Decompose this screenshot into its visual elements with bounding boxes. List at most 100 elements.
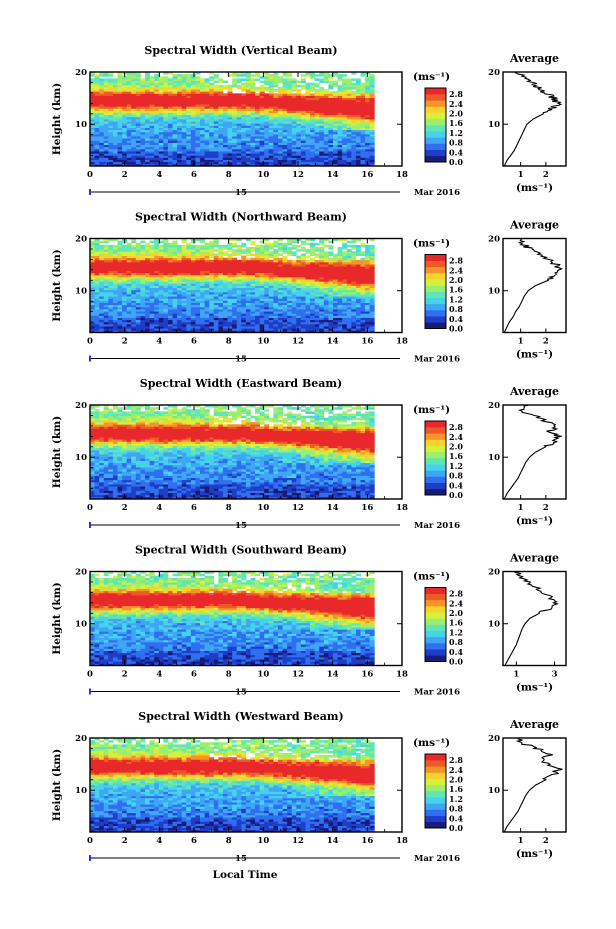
heatmap-cell xyxy=(328,110,334,113)
heatmap-cell xyxy=(310,328,316,331)
heatmap-cell xyxy=(190,319,196,323)
heatmap-cell xyxy=(103,148,109,152)
heatmap-cell xyxy=(145,294,150,297)
heatmap-cell xyxy=(342,93,348,96)
heatmap-cell xyxy=(154,257,160,261)
heatmap-cell xyxy=(94,253,100,256)
heatmap-cell xyxy=(103,119,109,122)
heatmap-cell xyxy=(149,302,155,306)
heatmap-cell xyxy=(200,244,206,248)
heatmap-cell xyxy=(140,289,146,293)
heatmap-cell xyxy=(355,123,361,126)
heatmap-cell xyxy=(209,262,215,265)
heatmap-cell xyxy=(108,95,114,99)
heatmap-cell xyxy=(333,311,338,314)
heatmap-cell xyxy=(333,264,338,267)
heatmap-cell xyxy=(90,249,95,252)
heatmap-cell xyxy=(360,129,366,133)
heatmap-cell xyxy=(213,131,219,135)
heatmap-cell xyxy=(117,317,123,321)
heatmap-cell xyxy=(135,86,141,90)
heatmap-cell xyxy=(204,306,210,310)
heatmap-cell xyxy=(108,155,114,158)
heatmap-cell xyxy=(268,97,274,101)
heatmap-cell xyxy=(204,159,210,163)
heatmap-cell xyxy=(213,157,219,160)
heatmap-cell xyxy=(200,121,206,124)
heatmap-cell xyxy=(245,86,251,90)
heatmap-cell xyxy=(351,157,357,160)
heatmap-cell xyxy=(351,72,357,75)
heatmap-cell xyxy=(122,255,128,259)
heatmap-cell xyxy=(222,319,228,323)
heatmap-cell xyxy=(268,251,274,254)
heatmap-cell xyxy=(259,328,265,331)
heatmap-cell xyxy=(300,133,306,137)
heatmap-cell xyxy=(195,304,201,308)
heatmap-cell xyxy=(103,300,109,303)
heatmap-cell xyxy=(218,247,224,250)
heatmap-cell xyxy=(296,93,302,96)
heatmap-cell xyxy=(342,133,348,137)
heatmap-cell xyxy=(232,298,238,301)
heatmap-cell xyxy=(154,127,160,131)
heatmap-cell xyxy=(103,294,109,297)
heatmap-cell xyxy=(342,89,348,92)
heatmap-cell xyxy=(305,86,311,90)
heatmap-cell xyxy=(122,93,128,96)
heatmap-cell xyxy=(323,108,329,111)
heatmap-cell xyxy=(351,146,357,150)
heatmap-cell xyxy=(103,266,109,269)
heatmap-cell xyxy=(277,93,283,96)
heatmap-cell xyxy=(163,302,169,306)
heatmap-cell xyxy=(310,302,316,306)
heatmap-cell xyxy=(355,155,361,158)
heatmap-cell xyxy=(259,97,265,101)
heatmap-cell xyxy=(181,272,187,276)
heatmap-cell xyxy=(255,296,261,299)
heatmap-cell xyxy=(218,127,224,131)
heatmap-cell xyxy=(314,95,320,99)
heatmap-cell xyxy=(255,311,261,314)
heatmap-cell xyxy=(135,323,141,327)
heatmap-cell xyxy=(90,161,95,165)
heatmap-cell xyxy=(140,129,146,133)
heatmap-cell xyxy=(346,159,352,163)
heatmap-cell xyxy=(236,106,242,109)
heatmap-cell xyxy=(310,72,316,75)
heatmap-cell xyxy=(131,86,137,90)
heatmap-cell xyxy=(90,129,95,133)
heatmap-cell xyxy=(264,309,270,312)
heatmap-cell xyxy=(236,123,242,126)
heatmap-cell xyxy=(282,99,288,103)
heatmap-cell xyxy=(245,264,251,267)
heatmap-cell xyxy=(117,148,123,152)
heatmap-cell xyxy=(99,287,105,291)
heatmap-cell xyxy=(131,296,137,299)
heatmap-cell xyxy=(314,330,320,333)
heatmap-cell xyxy=(333,133,338,137)
heatmap-cell xyxy=(222,93,228,96)
heatmap-cell xyxy=(264,311,270,314)
heatmap-cell xyxy=(365,106,371,109)
heatmap-cell xyxy=(296,304,302,308)
heatmap-cell xyxy=(186,289,192,293)
heatmap-cell xyxy=(328,266,334,269)
heatmap-cell xyxy=(90,285,95,289)
heatmap-cell xyxy=(291,317,297,321)
heatmap-cell xyxy=(232,306,238,310)
heatmap-cell xyxy=(181,285,187,289)
heatmap-cell xyxy=(314,146,320,150)
heatmap-cell xyxy=(140,313,146,316)
heatmap-cell xyxy=(277,313,283,316)
heatmap-cell xyxy=(328,311,334,314)
heatmap-cell xyxy=(319,157,325,160)
heatmap-cell xyxy=(268,268,274,271)
heatmap-cell xyxy=(328,125,334,128)
heatmap-cell xyxy=(177,97,183,101)
heatmap-cell xyxy=(209,298,215,301)
heatmap-cell xyxy=(167,300,173,303)
heatmap-cell xyxy=(126,323,132,327)
heatmap-cell xyxy=(250,116,256,120)
heatmap-cell xyxy=(195,157,201,160)
